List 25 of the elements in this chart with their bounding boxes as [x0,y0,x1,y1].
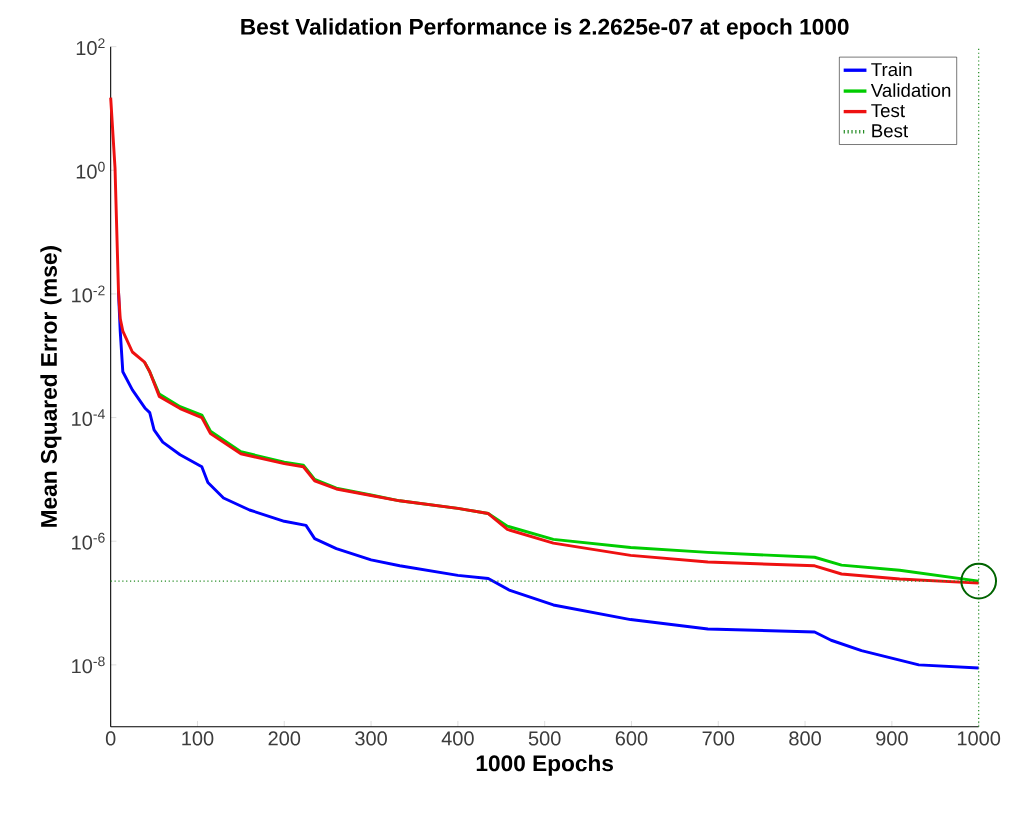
y-tick-label: 10$^{-2}$ [72,285,105,303]
x-tick-label: 700 [702,731,735,746]
legend-label: Validation [870,83,951,98]
legend-label: Best [872,124,909,138]
x-tick-label: 1000 [957,731,1001,746]
chart-title: Best Validation Performance is 2.2625e-07 at epoch 1000 [241,18,849,40]
x-tick-label: 100 [182,731,214,746]
y-tick-label: 10$^{2}$ [76,38,105,56]
x-tick-label: 600 [615,731,648,746]
x-tick-label: 400 [441,731,474,746]
x-axis-title: 1000 Epochs [476,754,614,776]
y-tick-label: 10$^{-6}$ [72,532,105,550]
y-axis-title: Mean Squared Error (mse) [40,246,62,528]
x-tick-label: 500 [528,731,561,746]
y-tick-label: 10$^{-8}$ [72,656,105,674]
x-tick-label: 300 [355,731,387,746]
line-series [109,96,981,585]
x-tick-label: 900 [876,731,908,746]
x-tick-label: 0 [105,731,116,746]
y-tick-label: 10$^{0}$ [76,162,105,179]
legend-label: Test [871,104,905,118]
legend-label: Train [871,62,912,77]
y-tick-label: 10$^{-4}$ [72,409,105,427]
x-tick-label: 200 [268,731,301,746]
x-tick-label: 800 [789,731,821,746]
